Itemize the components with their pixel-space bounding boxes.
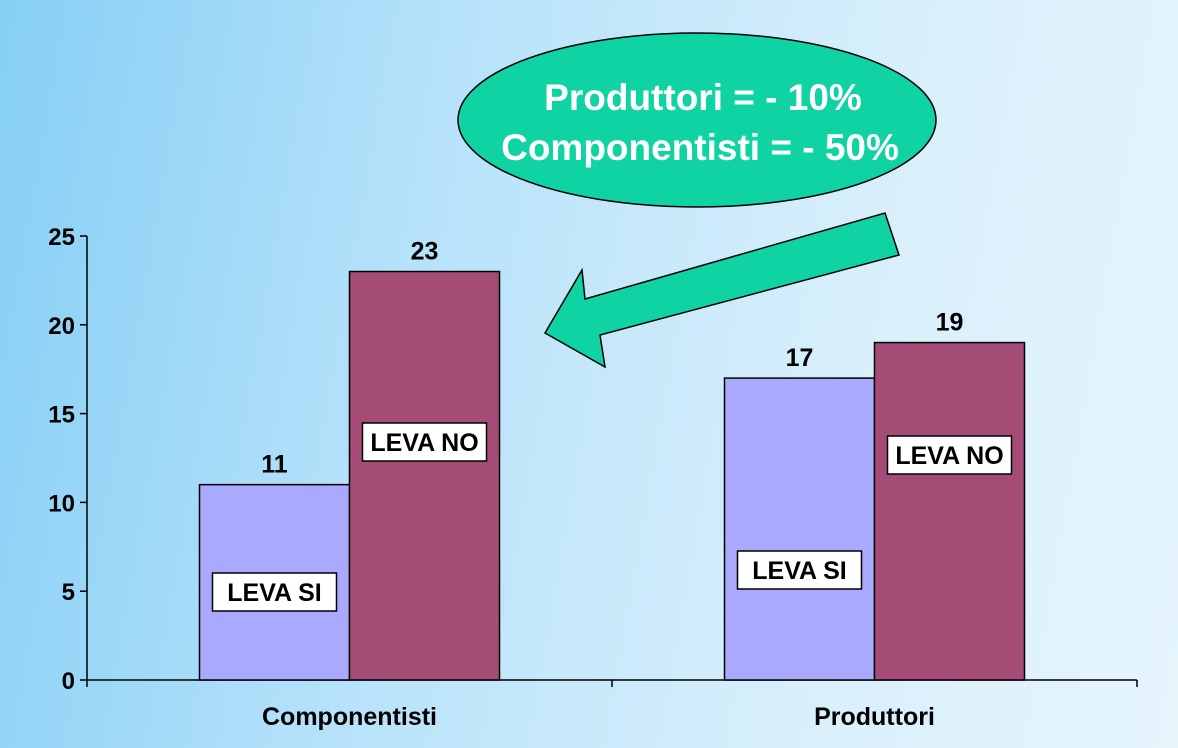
y-tick-label: 0 — [62, 668, 75, 695]
category-label: Produttori — [814, 703, 935, 731]
bar-produttori-leva-no — [873, 341, 1026, 681]
data-label: 11 — [261, 451, 288, 479]
bar-tag-box — [886, 435, 1013, 475]
category-label: Componentisti — [262, 703, 437, 731]
arrow-icon — [543, 212, 900, 369]
bar-tag: LEVA SI — [736, 550, 863, 590]
bars — [198, 270, 1026, 681]
bar-tag-label: LEVA NO — [895, 442, 1003, 470]
bar-produttori-leva-si — [723, 377, 876, 681]
callout: Produttori = - 10% Componentisti = - 50% — [457, 32, 937, 208]
y-tick-label: 20 — [48, 313, 75, 340]
callout-ellipse — [457, 32, 937, 208]
y-tick-label: 5 — [62, 579, 75, 606]
bar-tag: LEVA NO — [886, 435, 1013, 475]
data-label: 19 — [936, 309, 964, 337]
bar-componentisti-leva-no — [348, 270, 501, 681]
bar-tag-label: LEVA SI — [752, 557, 846, 585]
y-tick-label: 10 — [48, 490, 75, 517]
bar-tags: LEVA SI LEVA NO LEVA SI LEVA NO — [211, 422, 1013, 612]
category-labels: Componentisti Produttori — [262, 703, 935, 731]
bar-tag: LEVA SI — [211, 572, 338, 612]
bar-tag-box — [736, 550, 863, 590]
y-tick-label: 25 — [48, 224, 75, 251]
bar-tag-box — [211, 572, 338, 612]
y-ticks: 0 5 10 15 20 25 — [48, 224, 87, 695]
y-tick-label: 15 — [48, 402, 75, 429]
bar-tag-label: LEVA NO — [370, 429, 478, 457]
data-label: 17 — [786, 344, 814, 372]
data-labels: 11 17 23 19 — [261, 238, 963, 479]
bar-tag-label: LEVA SI — [227, 579, 321, 607]
bar-tag: LEVA NO — [361, 422, 488, 462]
callout-line-2: Componentisti = - 50% — [501, 127, 899, 168]
x-ticks — [86, 680, 1138, 687]
callout-line-1: Produttori = - 10% — [544, 77, 862, 118]
data-label: 23 — [411, 238, 439, 266]
bar-tag-box — [361, 422, 488, 462]
